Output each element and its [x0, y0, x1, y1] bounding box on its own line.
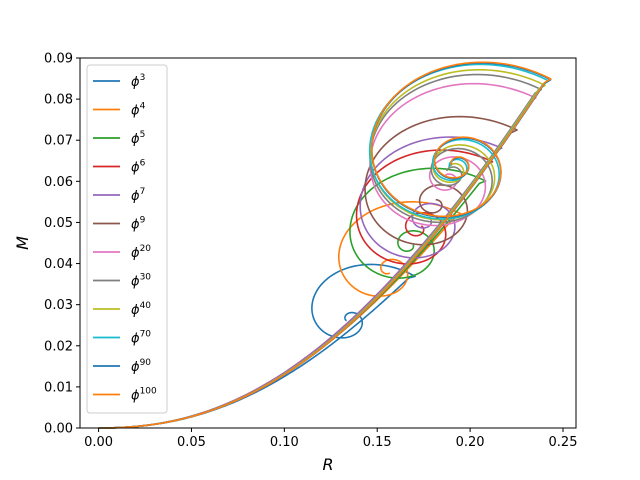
series-line-phi-3 — [98, 263, 416, 429]
y-tick-label: 0.01 — [44, 380, 73, 395]
legend-entry-label: ϕ40 — [131, 301, 151, 318]
legend-entry-label: ϕ90 — [131, 358, 151, 375]
legend-entry-label: ϕ20 — [131, 244, 151, 261]
y-axis-ticks: 0.00 0.01 0.02 0.03 0.04 0.05 0.06 0.07 0.08 0.09 — [44, 52, 80, 437]
legend-entry-label: ϕ6 — [131, 159, 146, 176]
legend-entry-symbol: ϕ — [131, 246, 140, 261]
legend-entry-symbol: ϕ — [131, 104, 140, 119]
legend-entry-exponent: 100 — [140, 387, 157, 397]
legend-entry-exponent: 9 — [140, 216, 146, 226]
x-tick-label: 0.15 — [363, 435, 392, 450]
legend-entry-exponent: 5 — [140, 130, 146, 140]
legend-entry-label: ϕ5 — [131, 130, 145, 147]
legend-entry-exponent: 7 — [140, 187, 146, 197]
legend-box — [86, 64, 168, 414]
legend-entry-symbol: ϕ — [131, 189, 140, 204]
y-tick-label: 0.06 — [44, 175, 73, 190]
legend-entry-exponent: 20 — [140, 244, 152, 254]
legend-entry-symbol: ϕ — [131, 218, 140, 233]
legend-entry-label: ϕ30 — [131, 273, 151, 290]
legend-entry-symbol: ϕ — [131, 332, 140, 347]
legend-entry-label: ϕ70 — [131, 330, 151, 347]
legend-entry-symbol: ϕ — [131, 275, 140, 290]
y-tick-label: 0.09 — [44, 52, 73, 67]
y-tick-label: 0.03 — [44, 298, 73, 313]
legend-entry-symbol: ϕ — [131, 360, 140, 375]
legend-entry-symbol: ϕ — [131, 389, 140, 404]
legend-entry-symbol: ϕ — [131, 132, 140, 147]
series-line-phi-100 — [98, 61, 552, 429]
y-tick-label: 0.07 — [44, 134, 73, 149]
x-tick-label: 0.00 — [84, 435, 113, 450]
y-axis-label: M — [13, 236, 32, 250]
plot-curves — [98, 61, 552, 429]
y-tick-label: 0.04 — [44, 257, 73, 272]
plot-frame — [79, 57, 577, 429]
y-tick-label: 0.00 — [44, 422, 73, 437]
legend-entry-exponent: 90 — [140, 358, 152, 368]
y-tick-label: 0.02 — [44, 339, 73, 354]
legend-entry-label: ϕ100 — [131, 387, 157, 404]
legend-entry-label: ϕ9 — [131, 216, 146, 233]
legend-entry-exponent: 6 — [140, 159, 146, 169]
x-tick-label: 0.25 — [549, 435, 578, 450]
legend-entry-exponent: 30 — [140, 273, 152, 283]
x-axis-ticks: 0.00 0.05 0.10 0.15 0.20 0.25 — [84, 428, 577, 450]
legend-entry-symbol: ϕ — [131, 75, 140, 90]
legend-entry-label: ϕ7 — [131, 187, 145, 204]
x-axis-label: R — [322, 455, 333, 474]
legend-entry-exponent: 70 — [140, 330, 152, 340]
legend-entry-label: ϕ4 — [131, 102, 146, 119]
legend-entry-exponent: 40 — [140, 301, 152, 311]
y-tick-label: 0.05 — [44, 216, 73, 231]
y-tick-label: 0.08 — [44, 93, 73, 108]
legend-entry-exponent: 4 — [140, 102, 146, 112]
legend-entry-exponent: 3 — [140, 73, 146, 83]
x-tick-label: 0.10 — [270, 435, 299, 450]
legend-entry-symbol: ϕ — [131, 161, 140, 176]
x-tick-label: 0.20 — [456, 435, 485, 450]
legend-entry-label: ϕ3 — [131, 73, 145, 90]
x-tick-label: 0.05 — [177, 435, 206, 450]
legend-entry-symbol: ϕ — [131, 303, 140, 318]
